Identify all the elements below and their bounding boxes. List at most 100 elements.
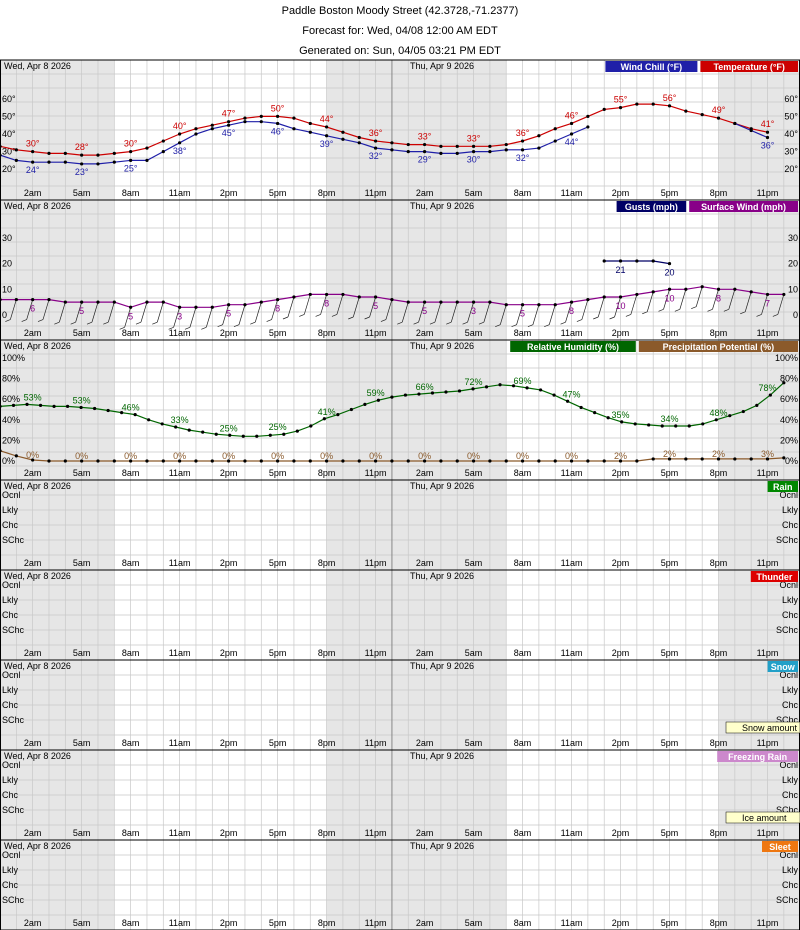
temperature-label: 55° — [614, 95, 628, 105]
humidity-point — [430, 391, 435, 395]
time-label: 2pm — [612, 328, 630, 338]
wind-chill-point — [471, 150, 476, 154]
level-label: Chc — [2, 520, 19, 530]
humidity-label: 78% — [759, 383, 777, 393]
time-label: 5am — [465, 188, 483, 198]
y-tick-label: 100% — [2, 353, 25, 363]
wind-chill-point — [0, 153, 2, 157]
level-label: Chc — [782, 610, 799, 620]
precip-point — [112, 459, 116, 463]
level-label: Ocnl — [2, 850, 21, 860]
temperature-label: 36° — [516, 128, 530, 138]
wind-barb — [5, 319, 11, 322]
temperature-label: 46° — [565, 110, 579, 120]
day-label: Thu, Apr 9 2026 — [410, 201, 474, 211]
precip-point — [569, 459, 574, 463]
day-label: Thu, Apr 9 2026 — [410, 841, 474, 851]
humidity-point — [268, 433, 272, 437]
time-label: 8pm — [318, 188, 336, 198]
y-tick-label: 30 — [788, 233, 798, 243]
time-label: 11am — [561, 918, 583, 928]
wind-chill-point — [520, 148, 525, 152]
precip-point — [635, 459, 639, 463]
precip-point — [488, 459, 492, 463]
legend-box — [767, 661, 798, 672]
humidity-point — [620, 420, 624, 424]
humidity-label: 69% — [514, 376, 532, 386]
amount-box — [725, 721, 800, 734]
humidity-point — [511, 384, 516, 388]
temperature-label: 33° — [418, 132, 432, 142]
wind-barb — [495, 324, 501, 328]
temperature-label: 33° — [467, 133, 481, 143]
precip-point — [455, 459, 459, 463]
humidity-point — [228, 433, 232, 437]
wind-chill-point — [390, 148, 394, 152]
wind-barb — [303, 294, 311, 315]
wind-chill-point — [96, 162, 100, 166]
surface-wind-point — [651, 290, 655, 294]
level-label: Ocnl — [779, 760, 798, 770]
time-label: 2pm — [220, 828, 238, 838]
wind-chill-point — [455, 151, 459, 155]
humidity-point — [755, 403, 759, 407]
surface-wind-point — [161, 300, 165, 304]
wind-barb — [119, 326, 125, 330]
y-tick-label: 80% — [780, 374, 798, 384]
wind-chill-point — [422, 150, 427, 154]
time-label: 5am — [465, 328, 483, 338]
temperature-point — [602, 107, 606, 111]
time-label: 2pm — [220, 738, 238, 748]
temperature-label: 36° — [369, 128, 383, 138]
y-tick-label: 40° — [2, 129, 16, 139]
time-label: 11pm — [757, 648, 779, 658]
time-label: 11pm — [757, 468, 779, 478]
surface-wind-point — [406, 300, 410, 304]
precip-label: 2% — [712, 449, 725, 459]
wind-barb — [401, 302, 409, 323]
wind-barb — [369, 296, 376, 318]
time-label: 8am — [514, 738, 532, 748]
surface-wind-label: 8 — [324, 298, 329, 308]
wind-chill-label: 36° — [761, 141, 775, 151]
precip-point — [406, 459, 410, 463]
humidity-label: 41% — [318, 407, 336, 417]
time-label: 8pm — [710, 828, 728, 838]
surface-wind-point — [325, 292, 329, 297]
wind-barb — [201, 326, 207, 330]
time-label: 2am — [24, 738, 42, 748]
humidity-point — [93, 406, 97, 411]
humidity-point — [538, 388, 543, 392]
wind-barb — [418, 302, 425, 323]
y-tick-label: 0 — [793, 310, 798, 320]
level-label: SChc — [776, 715, 799, 725]
wind-barb — [674, 308, 680, 312]
wind-barb — [135, 321, 142, 325]
day-label: Thu, Apr 9 2026 — [410, 751, 474, 761]
precip-point — [471, 459, 476, 463]
temperature-point — [716, 116, 721, 120]
precip-point — [651, 457, 655, 461]
humidity-point — [728, 414, 732, 418]
wind-chill-point — [47, 160, 51, 164]
humidity-point — [782, 381, 786, 385]
y-tick-label: 10 — [2, 284, 12, 294]
panel-freezing-rain: Wed, Apr 8 2026 Thu, Apr 9 2026 2am 5am 8am 1… — [0, 749, 800, 841]
wind-chill-point — [243, 120, 247, 124]
level-label: SChc — [776, 805, 799, 815]
y-tick-label: 10 — [788, 284, 798, 294]
time-label: 5pm — [269, 648, 287, 658]
wind-barb — [103, 321, 109, 325]
day-label: Thu, Apr 9 2026 — [410, 481, 474, 491]
humidity-label: 66% — [416, 382, 434, 392]
day-label: Wed, Apr 8 2026 — [4, 751, 71, 761]
time-label: 2am — [24, 188, 42, 198]
temperature-label: 44° — [320, 114, 334, 124]
level-label: Chc — [782, 520, 799, 530]
wind-chill-point — [733, 121, 737, 126]
precip-point — [422, 459, 427, 463]
time-label: 5am — [73, 828, 91, 838]
wind-chill-point — [553, 139, 557, 143]
wind-barb — [266, 319, 272, 322]
temperature-label: 40° — [173, 121, 187, 131]
